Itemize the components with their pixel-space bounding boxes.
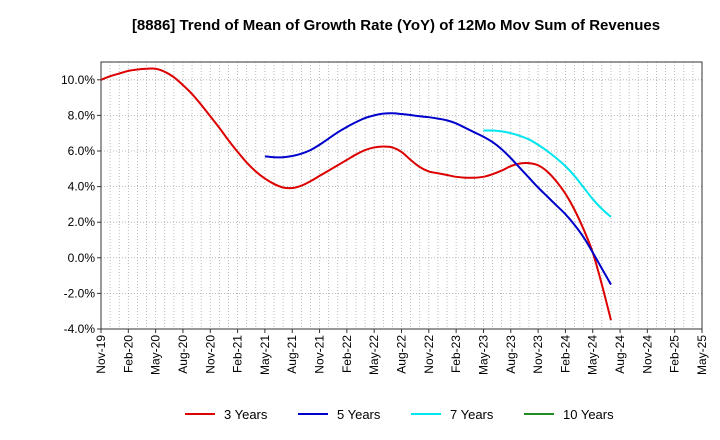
y-tick-label: 0.0%	[68, 251, 96, 265]
x-tick-label: Aug-21	[285, 335, 299, 374]
x-tick-label: Aug-20	[176, 335, 190, 374]
legend-label-7-years: 7 Years	[450, 407, 494, 422]
x-tick-label: Feb-21	[231, 335, 245, 373]
x-tick-label: Nov-21	[313, 335, 327, 374]
x-tick-label: May-23	[476, 335, 490, 375]
x-tick-label: Nov-23	[531, 335, 545, 374]
x-tick-label: Aug-23	[504, 335, 518, 374]
x-tick-label: May-24	[586, 335, 600, 375]
x-tick-label: Feb-25	[668, 335, 682, 373]
plot-area: -4.0% -2.0% 0.0% 2.0% 4.0% 6.0% 8.0% 10.0% Nov-1…	[61, 61, 709, 375]
x-tick-label: Nov-19	[94, 335, 108, 374]
y-tick-label: 10.0%	[61, 73, 95, 87]
plot-background	[101, 62, 702, 329]
x-tick-label: Aug-24	[613, 335, 627, 374]
x-tick-label: Aug-22	[395, 335, 409, 374]
x-tick-label: Feb-23	[449, 335, 463, 373]
series-line-5-years	[264, 112, 612, 285]
y-tick-label: 8.0%	[68, 108, 96, 122]
x-tick-label: Nov-20	[203, 335, 217, 374]
y-tick-label: -4.0%	[64, 322, 96, 336]
legend-label-5-years: 5 Years	[337, 407, 381, 422]
x-tick-label: Nov-24	[640, 335, 654, 374]
x-tick-label: Feb-24	[558, 335, 572, 373]
legend: 3 Years 5 Years 7 Years 10 Years	[185, 407, 614, 422]
legend-label-10-years: 10 Years	[563, 407, 614, 422]
x-tick-label: May-20	[149, 335, 163, 375]
series-line-7-years	[483, 129, 612, 218]
y-tick-label: 4.0%	[68, 180, 96, 194]
y-tick-label: 6.0%	[68, 144, 96, 158]
chart-title: [8886] Trend of Mean of Growth Rate (YoY…	[132, 17, 660, 34]
y-tick-label: 2.0%	[68, 215, 96, 229]
x-tick-label: Feb-22	[340, 335, 354, 373]
y-tick-label: -2.0%	[64, 286, 96, 300]
x-tick-label: Nov-22	[422, 335, 436, 374]
x-tick-label: May-25	[695, 335, 709, 375]
legend-label-3-years: 3 Years	[224, 407, 268, 422]
series-line-3-years	[100, 67, 612, 321]
x-tick-label: May-21	[258, 335, 272, 375]
x-tick-label: May-22	[367, 335, 381, 375]
x-tick-label: Feb-20	[121, 335, 135, 373]
